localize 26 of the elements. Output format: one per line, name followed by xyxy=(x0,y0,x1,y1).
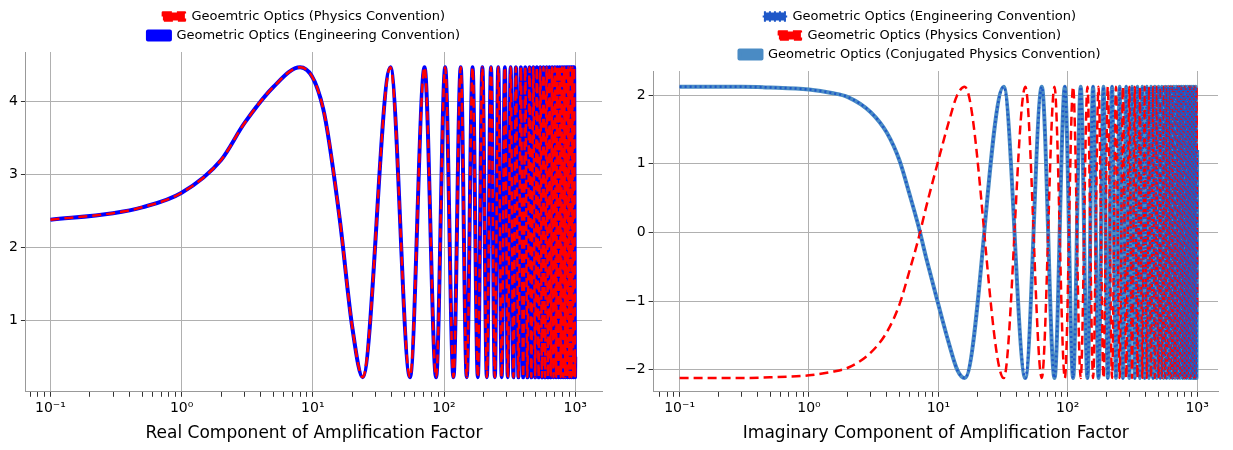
y-tick-label: −1 xyxy=(625,291,646,308)
legend-label: Geometric Optics (Physics Convention) xyxy=(807,26,1062,42)
y-tick-label: 1 xyxy=(8,310,18,327)
x-axis-title: Real Component of Amplification Factor xyxy=(145,422,483,443)
y-tick-label: 1 xyxy=(636,154,646,171)
legend-label: Geometric Optics (Conjugated Physics Convention) xyxy=(767,45,1101,61)
legend-label: Geometric Optics (Engineering Convention) xyxy=(176,26,461,42)
legend-label: Geoemtric Optics (Physics Convention) xyxy=(191,7,446,23)
y-tick-label: 0 xyxy=(636,223,646,240)
x-tick-label: 10¹ xyxy=(926,398,951,415)
x-tick-label: 10⁻¹ xyxy=(35,398,66,415)
x-tick-label: 10⁰ xyxy=(797,398,822,415)
x-axis-title: Imaginary Component of Amplification Factor xyxy=(742,422,1129,443)
y-tick-label: 2 xyxy=(636,85,646,102)
x-tick-label: 10³ xyxy=(1185,398,1209,415)
x-tick-label: 10² xyxy=(432,398,456,415)
y-tick-label: 2 xyxy=(8,238,18,255)
x-tick-label: 10¹ xyxy=(301,398,325,415)
legend-label: Geometric Optics (Engineering Convention) xyxy=(792,7,1077,23)
y-tick-label: 4 xyxy=(8,92,18,109)
x-tick-label: 10⁰ xyxy=(169,398,194,415)
y-tick-label: −2 xyxy=(625,360,646,377)
y-tick-label: 3 xyxy=(8,165,18,182)
x-tick-label: 10⁻¹ xyxy=(664,398,696,415)
x-tick-label: 10³ xyxy=(563,398,587,415)
x-tick-label: 10² xyxy=(1056,398,1080,415)
